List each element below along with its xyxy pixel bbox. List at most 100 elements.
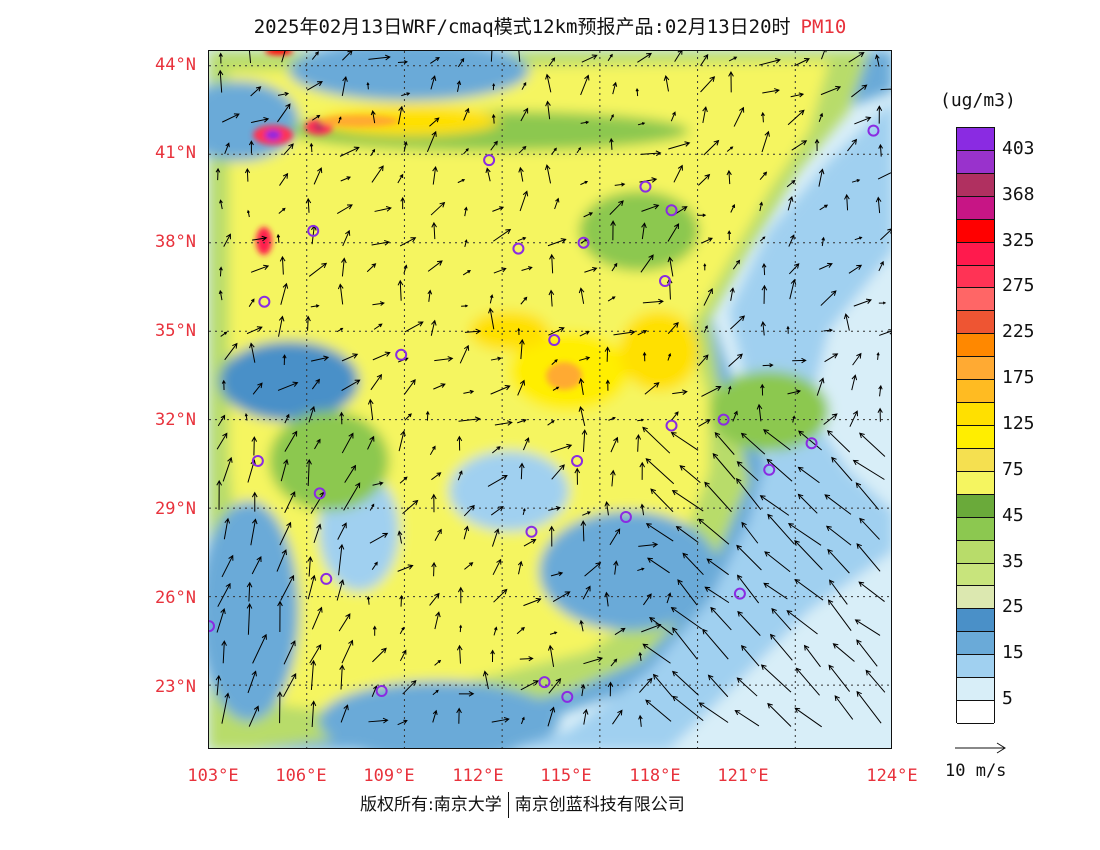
map-canvas bbox=[209, 51, 891, 748]
wind-arrow bbox=[639, 677, 653, 693]
wind-arrow bbox=[582, 511, 591, 516]
wind-arrow bbox=[667, 256, 674, 277]
wind-arrow bbox=[311, 51, 319, 60]
wind-arrow bbox=[820, 85, 842, 96]
wind-arrow bbox=[520, 716, 525, 725]
wind-arrow bbox=[251, 556, 262, 575]
wind-arrow bbox=[549, 253, 555, 274]
wind-arrow bbox=[794, 579, 824, 601]
wind-arrow bbox=[491, 113, 496, 124]
wind-arrow bbox=[551, 147, 557, 155]
wind-arrow bbox=[431, 561, 437, 577]
wind-arrow bbox=[788, 263, 800, 275]
wind-arrow bbox=[832, 643, 855, 662]
wind-arrow bbox=[735, 477, 762, 510]
legend-color-cell bbox=[957, 701, 994, 724]
wind-arrow bbox=[493, 267, 507, 274]
wind-arrow bbox=[702, 106, 708, 124]
wind-arrow bbox=[482, 670, 489, 690]
lon-label-121: 121°E bbox=[717, 766, 769, 786]
wind-arrow bbox=[613, 329, 636, 336]
wind-arrow bbox=[827, 548, 850, 574]
wind-arrow bbox=[824, 494, 852, 515]
wind-arrow bbox=[307, 556, 313, 577]
wind-arrow bbox=[221, 692, 230, 724]
legend-color-cell bbox=[957, 655, 994, 679]
wind-arrow bbox=[649, 617, 674, 636]
station-marker bbox=[805, 437, 818, 450]
wind-arrow bbox=[670, 111, 676, 122]
wind-arrow bbox=[834, 695, 854, 720]
wind-arrow bbox=[635, 434, 642, 452]
wind-arrow bbox=[848, 52, 865, 63]
wind-arrow bbox=[604, 346, 611, 362]
wind-arrow bbox=[492, 206, 505, 212]
legend-color-cell bbox=[957, 494, 994, 518]
wind-arrow bbox=[852, 352, 862, 366]
wind-arrow bbox=[702, 628, 729, 660]
wind-arrow bbox=[732, 410, 738, 422]
wind-arrow bbox=[222, 113, 240, 123]
legend-color-cell bbox=[957, 540, 994, 564]
wind-arrow bbox=[704, 481, 732, 513]
wind-arrow bbox=[854, 236, 863, 241]
wind-arrow bbox=[517, 379, 526, 396]
wind-arrow bbox=[788, 234, 795, 247]
wind-arrow bbox=[820, 51, 827, 60]
wind-arrow bbox=[730, 315, 746, 330]
wind-arrow bbox=[552, 386, 560, 391]
wind-arrow bbox=[308, 405, 316, 423]
legend-color-cell bbox=[957, 471, 994, 495]
wind-arrow bbox=[369, 503, 375, 511]
wind-arrow bbox=[878, 260, 884, 272]
wind-arrow bbox=[338, 543, 345, 576]
wind-arrow bbox=[341, 639, 354, 664]
wind-arrow bbox=[434, 528, 442, 542]
wind-arrow bbox=[698, 419, 711, 427]
wind-arrow bbox=[640, 503, 645, 516]
wind-arrow bbox=[517, 560, 523, 575]
wind-arrow bbox=[218, 266, 223, 277]
wind-arrow bbox=[281, 51, 286, 63]
wind-arrow bbox=[760, 383, 765, 396]
wind-arrow bbox=[797, 493, 818, 514]
station-marker bbox=[665, 204, 678, 217]
wind-arrow bbox=[672, 670, 699, 696]
wind-arrow bbox=[314, 438, 321, 450]
station-marker bbox=[395, 348, 408, 361]
wind-arrow bbox=[759, 171, 768, 181]
wind-arrow bbox=[397, 719, 408, 726]
wind-arrow bbox=[523, 597, 542, 607]
wind-arrow bbox=[759, 495, 790, 516]
wind-arrow bbox=[637, 122, 646, 126]
wind-arrow bbox=[878, 384, 883, 397]
station-marker bbox=[483, 154, 496, 167]
lon-label-115: 115°E bbox=[540, 766, 592, 786]
wind-arrow bbox=[403, 264, 408, 274]
wind-arrow bbox=[635, 87, 639, 97]
wind-arrow bbox=[370, 110, 376, 124]
wind-arrow bbox=[430, 75, 437, 90]
station-marker bbox=[665, 419, 678, 432]
wind-arrow bbox=[794, 58, 810, 67]
wind-arrow bbox=[851, 179, 861, 183]
legend-tick-label: 225 bbox=[1002, 321, 1035, 343]
wind-arrow bbox=[522, 507, 526, 515]
wind-arrow bbox=[398, 430, 406, 452]
wind-arrow bbox=[823, 413, 838, 425]
wind-arrow bbox=[491, 717, 510, 723]
wind-arrow bbox=[338, 613, 351, 632]
wind-arrow bbox=[372, 647, 387, 663]
wind-arrow bbox=[431, 472, 442, 481]
wind-arrow bbox=[786, 179, 796, 188]
wind-arrow bbox=[277, 691, 283, 724]
wind-arrow bbox=[489, 294, 494, 304]
wind-arrow bbox=[582, 708, 589, 725]
wind-arrow bbox=[517, 327, 521, 336]
wind-arrow bbox=[429, 592, 440, 606]
wind-arrow bbox=[667, 223, 680, 242]
wind-arrow bbox=[700, 76, 716, 93]
station-marker bbox=[525, 525, 538, 538]
wind-arrow bbox=[404, 413, 412, 421]
wind-arrow bbox=[344, 464, 357, 483]
